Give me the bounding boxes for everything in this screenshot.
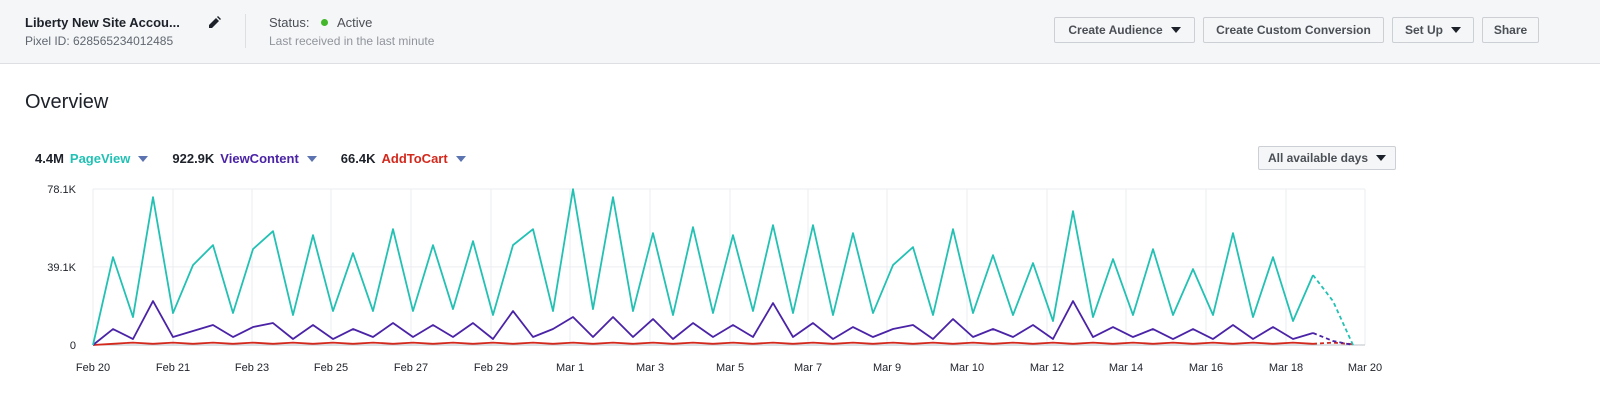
caret bbox=[138, 155, 149, 162]
header: Liberty New Site Accou... Pixel ID: 6285… bbox=[0, 0, 1600, 64]
status-dot bbox=[321, 19, 328, 26]
legend-total: 922.9K bbox=[172, 151, 215, 166]
x-tick-label: Mar 14 bbox=[1109, 362, 1143, 374]
x-tick-label: Mar 18 bbox=[1269, 362, 1303, 374]
legend-name: ViewContent bbox=[220, 151, 299, 166]
legend-total: 66.4K bbox=[340, 151, 376, 166]
series-line bbox=[92, 300, 1314, 346]
x-tick-label: Mar 5 bbox=[716, 362, 744, 374]
date-range-dropdown[interactable]: All available days bbox=[1258, 146, 1396, 170]
setup-button[interactable]: Set Up bbox=[1392, 17, 1474, 43]
legend-name: PageView bbox=[69, 151, 131, 166]
create-conversion-button[interactable]: Create Custom Conversion bbox=[1203, 17, 1384, 43]
edit-icon[interactable] bbox=[208, 16, 221, 29]
legend-item[interactable]: 66.4K AddToCart bbox=[341, 151, 466, 166]
series-line bbox=[1312, 274, 1354, 346]
legend-item[interactable]: 4.4M PageView bbox=[35, 151, 149, 166]
caret bbox=[455, 155, 466, 162]
series-line bbox=[92, 341, 1314, 346]
x-tick-label: Feb 23 bbox=[235, 362, 269, 374]
button-label: Create Custom Conversion bbox=[1216, 23, 1371, 37]
legend-name: AddToCart bbox=[381, 151, 448, 166]
divider bbox=[245, 14, 246, 48]
caret bbox=[1170, 27, 1181, 33]
last-received: Last received in the last minute bbox=[269, 34, 435, 48]
legend: 4.4M PageView 922.9K ViewContent 66.4K AddToC… bbox=[35, 151, 466, 166]
button-label: Create Audience bbox=[1068, 23, 1163, 37]
x-tick-label: Mar 9 bbox=[873, 362, 901, 374]
status-label: Status: bbox=[269, 15, 310, 30]
button-label: Set Up bbox=[1404, 23, 1443, 37]
series-line bbox=[92, 188, 1314, 346]
x-tick-label: Mar 7 bbox=[794, 362, 822, 374]
x-tick-label: Mar 10 bbox=[950, 362, 984, 374]
caret bbox=[1451, 27, 1461, 33]
x-tick-label: Mar 16 bbox=[1189, 362, 1223, 374]
caret bbox=[306, 155, 317, 162]
status: Active bbox=[337, 15, 373, 30]
x-tick-label: Feb 27 bbox=[394, 362, 428, 374]
caret bbox=[1376, 155, 1387, 161]
x-tick-label: Feb 21 bbox=[156, 362, 190, 374]
y-tick-label: 0 bbox=[70, 340, 76, 352]
chart: Feb 20 Feb 21 Feb 23 Feb 25 Feb 27 Feb 29 Mar … bbox=[47, 184, 1382, 374]
account-name: Liberty New Site Accou... bbox=[25, 15, 180, 30]
legend-total: 4.4M bbox=[35, 151, 64, 166]
legend-item[interactable]: 922.9K ViewContent bbox=[172, 151, 317, 166]
x-tick-label: Mar 12 bbox=[1030, 362, 1064, 374]
x-tick-label: Mar 20 bbox=[1348, 362, 1382, 374]
overview-title: Overview bbox=[25, 91, 109, 113]
button-label: Share bbox=[1493, 23, 1528, 37]
x-tick-label: Mar 1 bbox=[556, 362, 584, 374]
share-button[interactable]: Share bbox=[1482, 17, 1539, 43]
y-tick-label: 39.1K bbox=[47, 262, 76, 274]
x-tick-label: Mar 3 bbox=[636, 362, 664, 374]
y-tick-label: 78.1K bbox=[47, 184, 76, 196]
x-tick-label: Feb 25 bbox=[314, 362, 348, 374]
create-audience-button[interactable]: Create Audience bbox=[1054, 17, 1195, 43]
x-tick-label: Feb 29 bbox=[474, 362, 508, 374]
x-tick-label: Feb 20 bbox=[76, 362, 110, 374]
series-line bbox=[1312, 332, 1354, 346]
pixel-id: Pixel ID: 628565234012485 bbox=[25, 34, 174, 48]
dropdown-label: All available days bbox=[1267, 151, 1369, 165]
